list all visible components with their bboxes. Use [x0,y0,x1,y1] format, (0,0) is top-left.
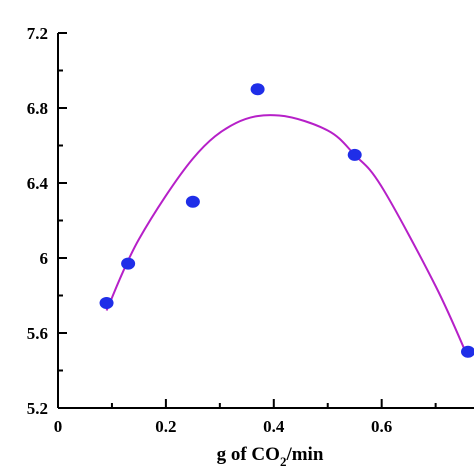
data-point [461,345,474,358]
data-point [185,195,200,208]
ticks [57,32,437,409]
tick-labels: 5.2 5.6 6 6.4 6.8 7.2 0 0.2 0.4 0.6 [27,24,393,436]
x-tick-label: 0.2 [155,417,176,436]
data-point [250,83,265,96]
x-axis-label-subscript: 2 [280,454,287,469]
x-tick-label: 0.4 [263,417,285,436]
data-point [347,148,362,161]
y-tick-label: 6.8 [27,99,48,118]
data-points [99,83,474,358]
y-tick-label: 7.2 [27,24,48,43]
data-point [121,257,136,270]
y-tick-label: 6 [40,249,49,268]
x-tick-label: 0.6 [371,417,392,436]
x-axis-label-suffix: /min [285,444,323,465]
axes [57,33,474,409]
y-tick-label: 5.6 [27,324,48,343]
fit-curve [105,114,469,358]
x-tick-label: 0 [54,417,63,436]
y-tick-label: 6.4 [27,174,49,193]
x-axis-label: g of CO2/min [217,444,324,469]
y-tick-label: 5.2 [27,399,48,418]
x-axis-label-prefix: g of CO [217,444,280,465]
data-point [99,297,114,309]
